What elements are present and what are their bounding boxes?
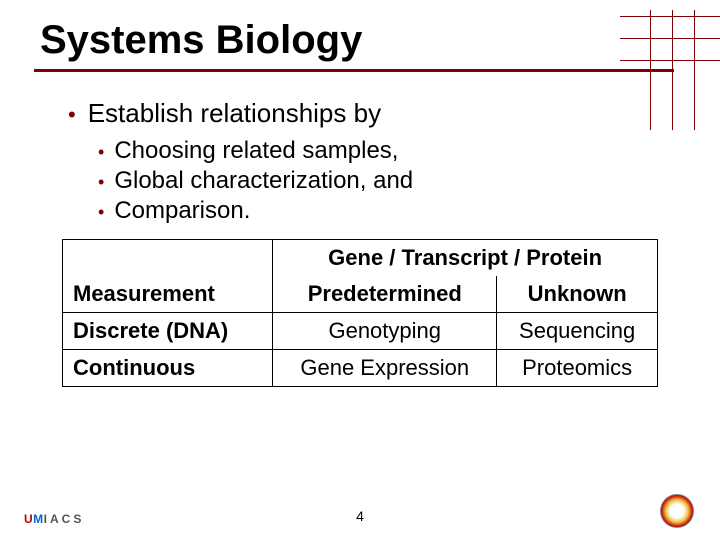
table-row: Discrete (DNA) Genotyping Sequencing xyxy=(63,313,658,350)
table-cell: Sequencing xyxy=(497,313,658,350)
table-row-label: Continuous xyxy=(63,350,273,387)
umiacs-logo: UMIACS xyxy=(24,512,84,526)
bullet-dot-icon: • xyxy=(98,172,104,193)
bullet-sub: • Global characterization, and xyxy=(98,167,688,195)
bullet-sub-text: Choosing related samples, xyxy=(114,137,398,165)
table-col-header: Predetermined xyxy=(273,276,497,313)
corner-grid-decor xyxy=(620,10,720,130)
bullet-main: • Establish relationships by xyxy=(68,98,688,129)
bullet-main-text: Establish relationships by xyxy=(88,98,381,129)
university-seal-icon xyxy=(660,494,694,528)
bullet-sub-text: Global characterization, and xyxy=(114,167,413,195)
table-row: Continuous Gene Expression Proteomics xyxy=(63,350,658,387)
bullet-dot-icon: • xyxy=(98,202,104,223)
slide-title: Systems Biology xyxy=(40,18,688,63)
table-corner-empty xyxy=(63,240,273,277)
bullet-dot-icon: • xyxy=(98,142,104,163)
bullet-sub: • Comparison. xyxy=(98,197,688,225)
comparison-table: Gene / Transcript / Protein Measurement … xyxy=(62,239,658,387)
content-area: • Establish relationships by • Choosing … xyxy=(68,98,688,225)
page-number: 4 xyxy=(356,508,364,524)
table-col-header: Unknown xyxy=(497,276,658,313)
title-underline xyxy=(34,69,674,72)
table-corner-label: Measurement xyxy=(63,276,273,313)
bullet-sub: • Choosing related samples, xyxy=(98,137,688,165)
table-cell: Proteomics xyxy=(497,350,658,387)
bullet-sub-text: Comparison. xyxy=(114,197,250,225)
table-super-header: Gene / Transcript / Protein xyxy=(273,240,658,277)
table-cell: Genotyping xyxy=(273,313,497,350)
table-cell: Gene Expression xyxy=(273,350,497,387)
bullet-dot-icon: • xyxy=(68,102,76,128)
table-row-label: Discrete (DNA) xyxy=(63,313,273,350)
